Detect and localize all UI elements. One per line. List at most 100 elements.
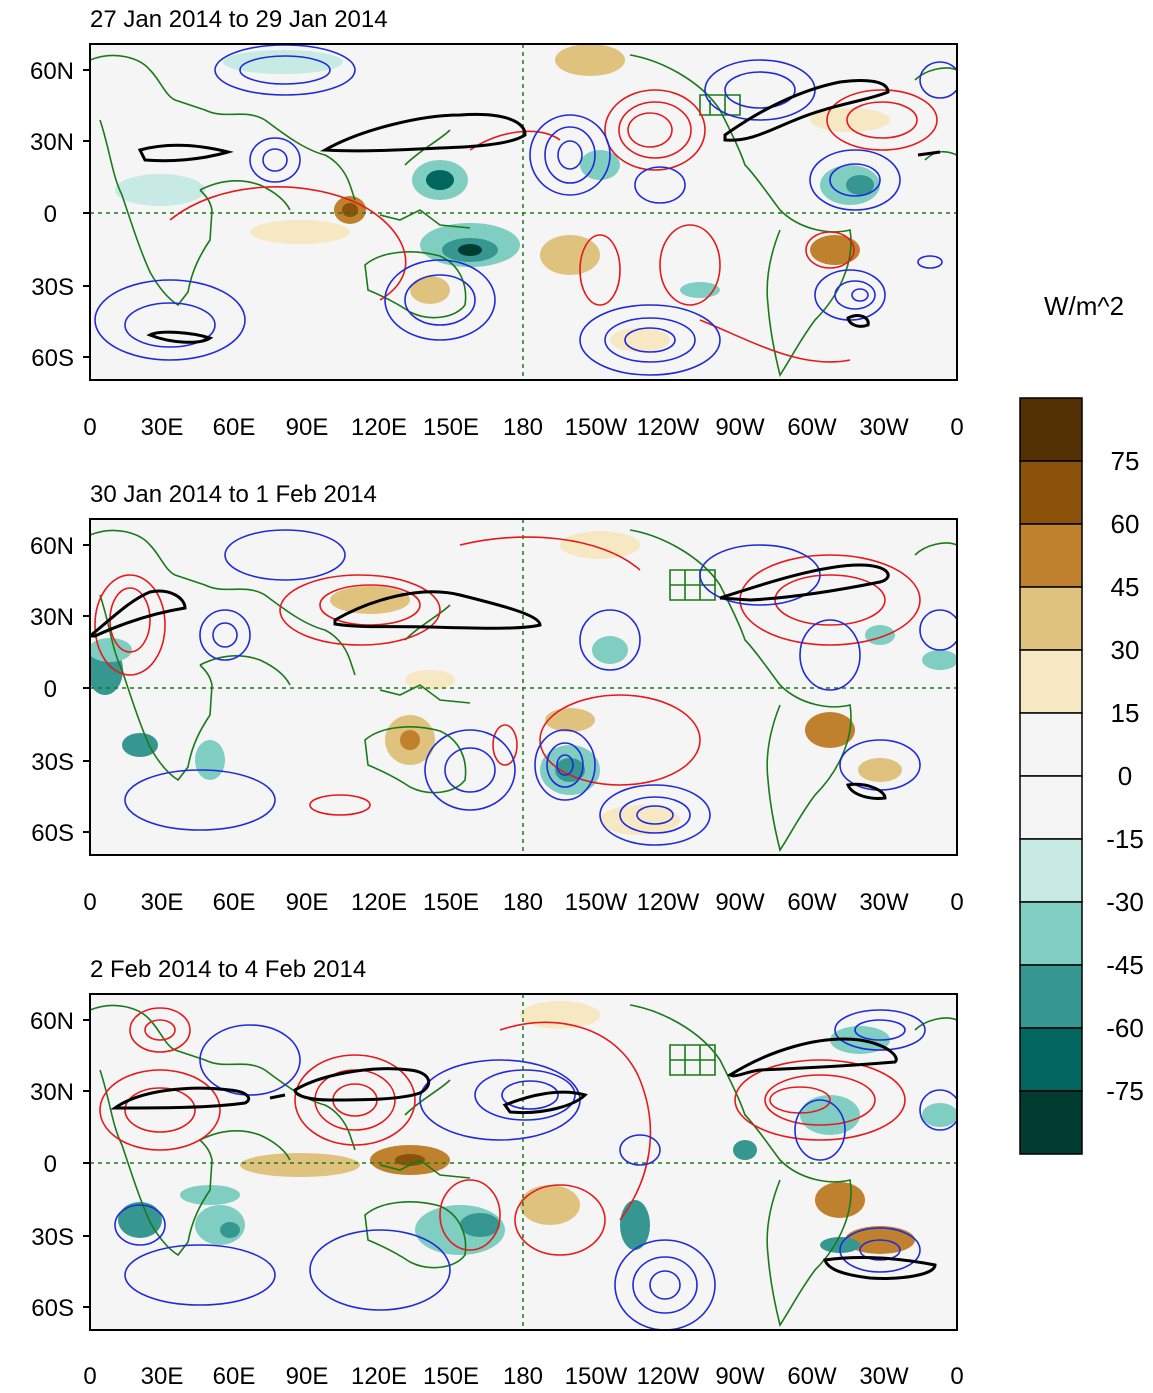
- panel-3-title: 2 Feb 2014 to 4 Feb 2014: [90, 956, 366, 983]
- lat-label: 60S: [31, 820, 74, 847]
- panel-1-lat-ticks: 60N 30N 0 30S 60S: [30, 58, 90, 372]
- negative-contours: [124, 529, 957, 846]
- colorbar-box: [1019, 1090, 1083, 1155]
- lon-label: 30E: [141, 889, 184, 916]
- positive-contours: [99, 1007, 906, 1256]
- colorbar-box: [1019, 523, 1083, 588]
- lon-label: 150W: [565, 889, 628, 916]
- colorbar: W/m^2 75 60 45 30 15 0 -15 -30 -45 -60 -75: [1019, 291, 1144, 1155]
- lon-label: 90W: [715, 414, 765, 441]
- colorbar-boxes: [1019, 397, 1083, 1155]
- anomaly-shading: [115, 44, 890, 352]
- colorbar-tick-label: 0: [1118, 761, 1132, 791]
- lon-label: 90E: [286, 1363, 329, 1390]
- anomaly-shading: [118, 1001, 957, 1255]
- lon-label: 90E: [286, 414, 329, 441]
- negative-contours: [94, 44, 957, 376]
- lon-label: 120W: [637, 889, 700, 916]
- map-panel-2: 30 Jan 2014 to 1 Feb 2014: [30, 481, 964, 916]
- lon-label: 150E: [423, 889, 479, 916]
- colorbar-tick-label: 15: [1111, 698, 1140, 728]
- lon-label: 180: [503, 1363, 543, 1390]
- colorbar-box: [1019, 964, 1083, 1029]
- jet-contours: [137, 78, 941, 344]
- lat-label: 30N: [30, 604, 74, 631]
- lon-label: 150E: [423, 414, 479, 441]
- lat-label: 30S: [31, 749, 74, 776]
- lat-label: 30N: [30, 129, 74, 156]
- colorbar-box: [1019, 775, 1083, 840]
- lon-label: 60E: [213, 1363, 256, 1390]
- lat-label: 30S: [31, 274, 74, 301]
- coastlines: [90, 529, 957, 852]
- lat-label: 30N: [30, 1079, 74, 1106]
- lon-label: 60W: [787, 414, 837, 441]
- jet-contours: [110, 1037, 937, 1280]
- colorbar-box: [1019, 838, 1083, 903]
- colorbar-tick-label: 30: [1111, 635, 1140, 665]
- map-panel-1: 27 Jan 2014 to 29 Jan 2014: [30, 6, 964, 441]
- lon-label: 180: [503, 414, 543, 441]
- panel-3-lon-labels: 0 30E 60E 90E 120E 150E 180 150W 120W 90…: [83, 1363, 963, 1390]
- lon-label: 120E: [351, 1363, 407, 1390]
- lon-label: 0: [83, 414, 96, 441]
- panel-1-lon-labels: 0 30E 60E 90E 120E 150E 180 150W 120W 90…: [83, 414, 963, 441]
- lon-label: 90W: [715, 889, 765, 916]
- positive-contours: [94, 536, 921, 816]
- lat-label: 0: [44, 1151, 57, 1178]
- panel-2-title: 30 Jan 2014 to 1 Feb 2014: [90, 481, 377, 508]
- panel-2-lat-ticks: 60N 30N 0 30S 60S: [30, 533, 90, 847]
- lat-label: 0: [44, 201, 57, 228]
- lat-label: 60N: [30, 58, 74, 85]
- lat-label: 60N: [30, 1008, 74, 1035]
- colorbar-box: [1019, 1027, 1083, 1092]
- lon-label: 0: [83, 1363, 96, 1390]
- lon-label: 60W: [787, 1363, 837, 1390]
- lon-label: 0: [950, 1363, 963, 1390]
- anomaly-shading: [90, 531, 957, 835]
- lon-label: 0: [950, 889, 963, 916]
- colorbar-box: [1019, 649, 1083, 714]
- colorbar-labels: 75 60 45 30 15 0 -15 -30 -45 -60 -75: [1106, 446, 1144, 1106]
- jet-contours: [90, 563, 890, 800]
- lon-label: 150E: [423, 1363, 479, 1390]
- lon-label: 0: [83, 889, 96, 916]
- lon-label: 30E: [141, 1363, 184, 1390]
- lon-label: 120E: [351, 414, 407, 441]
- lon-label: 30W: [859, 1363, 909, 1390]
- coastlines: [90, 54, 957, 377]
- colorbar-tick-label: -60: [1106, 1013, 1144, 1043]
- lon-label: 30W: [859, 889, 909, 916]
- lon-label: 120W: [637, 414, 700, 441]
- colorbar-box: [1019, 586, 1083, 651]
- panel-2-lon-labels: 0 30E 60E 90E 120E 150E 180 150W 120W 90…: [83, 889, 963, 916]
- lat-label: 30S: [31, 1224, 74, 1251]
- colorbar-unit-label: W/m^2: [1044, 291, 1124, 321]
- lon-label: 150W: [565, 414, 628, 441]
- colorbar-box: [1019, 901, 1083, 966]
- lon-label: 180: [503, 889, 543, 916]
- lon-label: 150W: [565, 1363, 628, 1390]
- lat-label: 60N: [30, 533, 74, 560]
- colorbar-tick-label: 60: [1111, 509, 1140, 539]
- lon-label: 60W: [787, 889, 837, 916]
- lon-label: 90W: [715, 1363, 765, 1390]
- lon-label: 60E: [213, 889, 256, 916]
- panel-3-lat-ticks: 60N 30N 0 30S 60S: [30, 1008, 90, 1322]
- colorbar-tick-label: -75: [1106, 1076, 1144, 1106]
- lon-label: 0: [950, 414, 963, 441]
- colorbar-tick-label: -15: [1106, 824, 1144, 854]
- lon-label: 30W: [859, 414, 909, 441]
- lat-label: 0: [44, 676, 57, 703]
- positive-contours: [169, 89, 938, 363]
- lat-label: 60S: [31, 345, 74, 372]
- lon-label: 120E: [351, 889, 407, 916]
- map-panel-3: 2 Feb 2014 to 4 Feb 2014: [30, 956, 964, 1390]
- lon-label: 30E: [141, 414, 184, 441]
- lon-label: 60E: [213, 414, 256, 441]
- lon-label: 90E: [286, 889, 329, 916]
- lon-label: 120W: [637, 1363, 700, 1390]
- colorbar-tick-label: -45: [1106, 950, 1144, 980]
- colorbar-box: [1019, 397, 1083, 462]
